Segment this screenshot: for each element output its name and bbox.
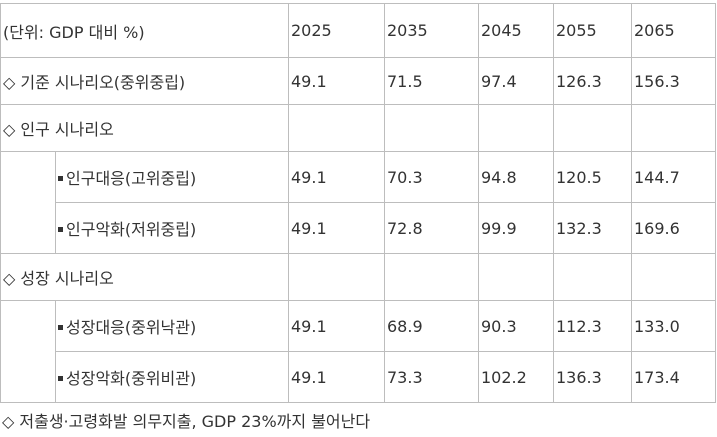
- year-header: 2045: [478, 3, 554, 58]
- value-cell: 90.3: [478, 300, 554, 352]
- value-cell: 126.3: [553, 57, 632, 105]
- value-cell: 173.4: [631, 351, 716, 403]
- scenario-row: ◇ 성장 시나리오: [0, 253, 716, 301]
- value-cell: 169.6: [631, 202, 716, 254]
- value-cell: 136.3: [553, 351, 632, 403]
- empty-cell: [384, 104, 479, 152]
- empty-cell: [631, 253, 716, 301]
- scenario-label: ◇ 기준 시나리오(중위중립): [0, 57, 289, 105]
- value-cell: 71.5: [384, 57, 479, 105]
- value-cell: 156.3: [631, 57, 716, 105]
- value-cell: 49.1: [288, 351, 385, 403]
- value-cell: 73.3: [384, 351, 479, 403]
- value-cell: 144.7: [631, 151, 716, 203]
- sub-label-cell: 성장대응(중위낙관): [55, 300, 289, 352]
- sub-scenario-row: 인구악화(저위중립) 49.1 72.8 99.9 132.3 169.6: [1, 202, 716, 254]
- empty-cell: [631, 104, 716, 152]
- header-row: (단위: GDP 대비 %) 2025 2035 2045 2055 2065: [0, 3, 716, 58]
- sub-scenario-label: 인구대응(고위중립): [66, 169, 197, 188]
- value-cell: 99.9: [478, 202, 554, 254]
- value-cell: 49.1: [288, 202, 385, 254]
- value-cell: 112.3: [553, 300, 632, 352]
- sub-label-cell: 인구대응(고위중립): [55, 151, 289, 203]
- sub-scenario-label: 인구악화(저위중립): [66, 220, 197, 239]
- value-cell: 70.3: [384, 151, 479, 203]
- scenario-label: ◇ 인구 시나리오: [0, 104, 289, 152]
- bullet: [58, 175, 63, 181]
- sub-label-cell: 성장악화(중위비관): [55, 351, 289, 403]
- value-cell: 49.1: [288, 57, 385, 105]
- year-header: 2025: [288, 3, 385, 58]
- value-cell: 97.4: [478, 57, 554, 105]
- value-cell: 133.0: [631, 300, 716, 352]
- empty-cell: [478, 104, 554, 152]
- sub-scenario-row: 성장악화(중위비관) 49.1 73.3 102.2 136.3 173.4: [1, 351, 716, 403]
- year-header: 2065: [631, 3, 716, 58]
- caption: ◇ 저출생·고령화발 의무지출, GDP 23%까지 불어난다: [2, 412, 371, 431]
- data-table: (단위: GDP 대비 %) 2025 2035 2045 2055 2065 ◇ 기준 시…: [0, 3, 716, 403]
- sub-scenario-row: 인구대응(고위중립) 49.1 70.3 94.8 120.5 144.7: [0, 151, 716, 254]
- value-cell: 68.9: [384, 300, 479, 352]
- value-cell: 132.3: [553, 202, 632, 254]
- value-cell: 72.8: [384, 202, 479, 254]
- bullet: [58, 324, 63, 330]
- value-cell: 94.8: [478, 151, 554, 203]
- bullet: [58, 226, 63, 232]
- indent-cell: [0, 300, 56, 403]
- empty-cell: [553, 104, 632, 152]
- empty-cell: [553, 253, 632, 301]
- sub-scenario-label: 성장대응(중위낙관): [66, 318, 197, 337]
- indent-cell: [0, 151, 56, 254]
- sub-scenario-row: 성장대응(중위낙관) 49.1 68.9 90.3 112.3 133.0: [0, 300, 716, 403]
- year-header: 2035: [384, 3, 479, 58]
- empty-cell: [384, 253, 479, 301]
- scenario-row: ◇ 기준 시나리오(중위중립) 49.1 71.5 97.4 126.3 156.3: [0, 57, 716, 105]
- empty-cell: [288, 104, 385, 152]
- empty-cell: [288, 253, 385, 301]
- value-cell: 49.1: [288, 300, 385, 352]
- bullet: [58, 375, 63, 381]
- unit-label: (단위: GDP 대비 %): [0, 3, 289, 58]
- scenario-row: ◇ 인구 시나리오: [0, 104, 716, 152]
- year-header: 2055: [553, 3, 632, 58]
- sub-scenario-label: 성장악화(중위비관): [66, 369, 197, 388]
- sub-label-cell: 인구악화(저위중립): [55, 202, 289, 254]
- value-cell: 102.2: [478, 351, 554, 403]
- value-cell: 120.5: [553, 151, 632, 203]
- value-cell: 49.1: [288, 151, 385, 203]
- empty-cell: [478, 253, 554, 301]
- scenario-label: ◇ 성장 시나리오: [0, 253, 289, 301]
